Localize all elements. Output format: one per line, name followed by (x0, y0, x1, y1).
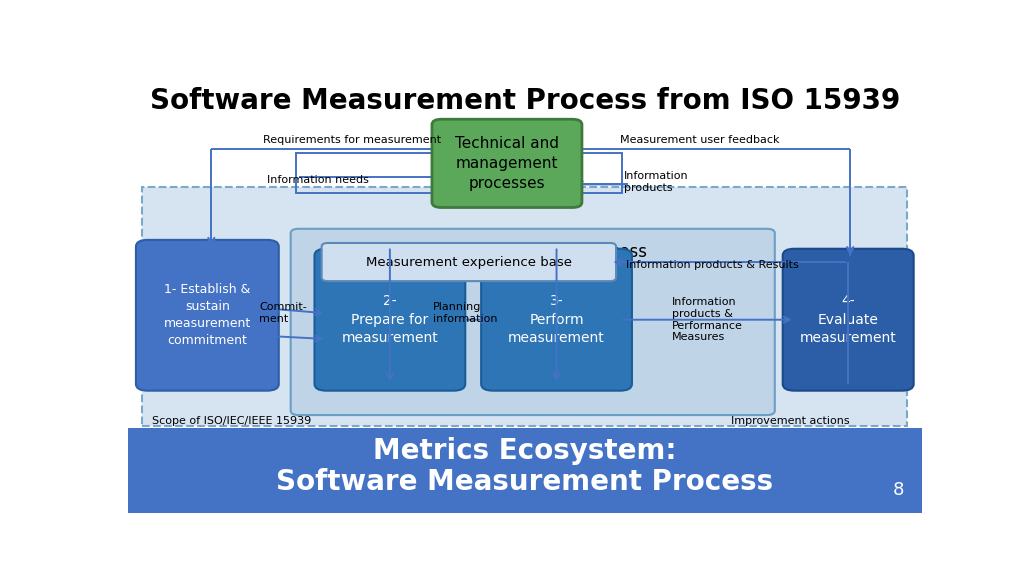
Text: Technical and
management
processes: Technical and management processes (455, 136, 559, 191)
Text: Improvement actions: Improvement actions (731, 416, 850, 426)
Text: Scope of ISO/IEC/IEEE 15939: Scope of ISO/IEC/IEEE 15939 (152, 416, 311, 426)
Text: Requirements for measurement: Requirements for measurement (263, 135, 441, 145)
Text: Information
products &
Performance
Measures: Information products & Performance Measu… (672, 297, 742, 342)
FancyBboxPatch shape (314, 249, 465, 391)
Text: Information needs: Information needs (267, 175, 369, 185)
Text: 4-
Evaluate
measurement: 4- Evaluate measurement (800, 294, 897, 345)
FancyBboxPatch shape (481, 249, 632, 391)
Text: Planning
information: Planning information (433, 302, 498, 324)
FancyBboxPatch shape (136, 240, 279, 391)
Text: 3-
Perform
measurement: 3- Perform measurement (508, 294, 605, 345)
Text: Metrics Ecosystem:: Metrics Ecosystem: (373, 437, 677, 465)
Text: 1- Establish &
sustain
measurement
commitment: 1- Establish & sustain measurement commi… (164, 283, 251, 347)
Text: Measurement experience base: Measurement experience base (366, 256, 571, 268)
Text: Information
products: Information products (624, 172, 688, 193)
FancyBboxPatch shape (291, 229, 775, 415)
Text: Core measurement process: Core measurement process (418, 243, 647, 261)
Bar (128, 429, 922, 513)
Text: Information products & Results: Information products & Results (626, 260, 799, 270)
FancyBboxPatch shape (432, 119, 582, 207)
Text: Software Measurement Process from ISO 15939: Software Measurement Process from ISO 15… (150, 87, 900, 115)
FancyBboxPatch shape (142, 187, 906, 426)
FancyBboxPatch shape (322, 243, 616, 281)
FancyBboxPatch shape (782, 249, 913, 391)
Text: Measurement user feedback: Measurement user feedback (620, 135, 779, 145)
Text: Commit-
ment: Commit- ment (259, 302, 306, 324)
Text: 8: 8 (893, 482, 904, 499)
Text: 2-
Prepare for
measurement: 2- Prepare for measurement (342, 294, 438, 345)
Text: Software Measurement Process: Software Measurement Process (276, 468, 773, 497)
